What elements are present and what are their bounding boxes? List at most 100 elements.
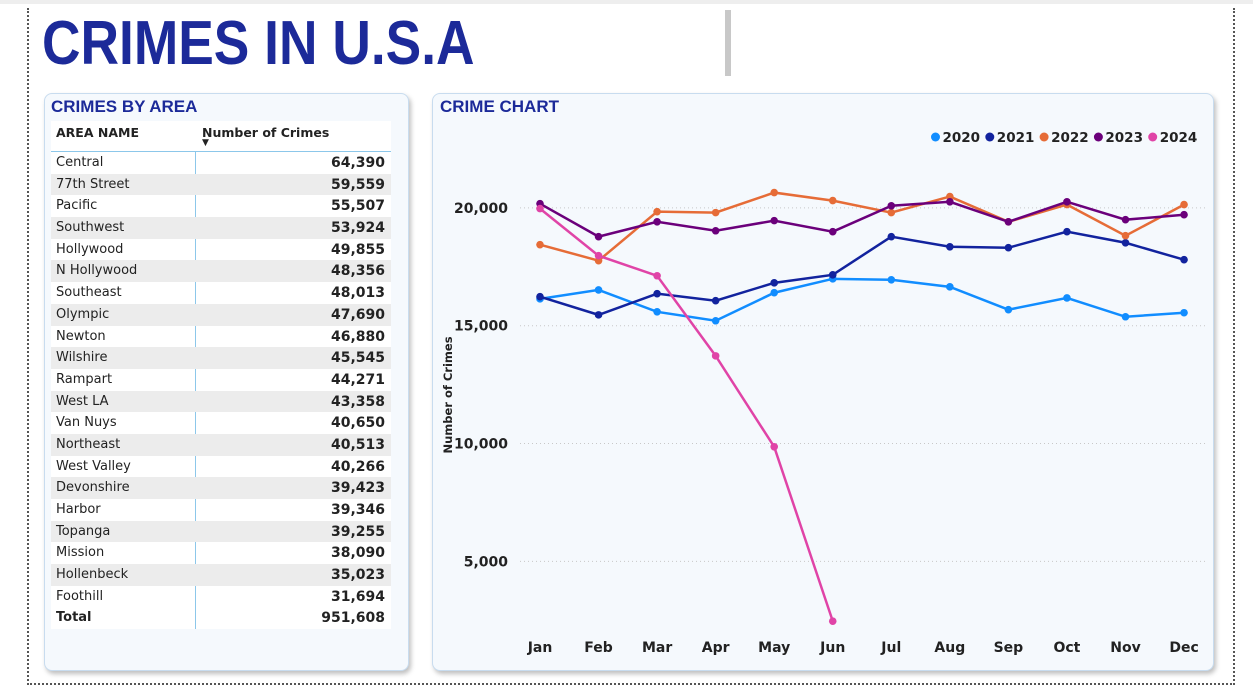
data-point	[1180, 210, 1188, 219]
data-point	[770, 443, 778, 451]
data-point	[1180, 308, 1188, 317]
chart-title: CRIME CHART	[440, 97, 559, 116]
crime-count: 45,545	[330, 350, 385, 367]
x-tick-label: Jul	[880, 640, 901, 656]
column-divider	[195, 151, 196, 629]
x-tick-label: Jan	[527, 640, 553, 656]
data-point	[711, 316, 720, 325]
data-point	[536, 240, 544, 249]
data-point	[828, 271, 837, 279]
table-row: Pacific 55,507	[51, 195, 391, 217]
data-point	[594, 286, 603, 294]
table-row: Southeast 48,013	[51, 282, 391, 304]
crime-count: 44,271	[330, 371, 385, 388]
data-point	[711, 208, 720, 217]
area-name: Olympic	[56, 306, 110, 322]
data-point	[828, 227, 837, 236]
data-point	[594, 311, 603, 319]
table-row: Hollenbeck 35,023	[51, 564, 391, 586]
data-point	[536, 292, 544, 301]
total-row: Total 951,608	[51, 607, 391, 629]
crime-count: 48,013	[330, 285, 385, 302]
data-point	[1004, 305, 1013, 314]
frame	[27, 8, 1235, 685]
data-point	[946, 242, 954, 251]
table-row: Southwest 53,924	[51, 217, 391, 239]
data-point	[594, 251, 603, 260]
data-point	[1063, 227, 1071, 236]
table-row: Wilshire 45,545	[51, 347, 391, 369]
crime-count: 43,358	[330, 393, 385, 410]
data-point	[1121, 312, 1130, 321]
table-row: West LA 43,358	[51, 390, 391, 413]
data-point	[653, 271, 661, 280]
chart-card	[432, 93, 1214, 671]
area-name: N Hollywood	[56, 263, 138, 279]
x-tick-label: Aug	[934, 640, 965, 656]
column-header: AREA NAME	[56, 125, 139, 140]
table-row: Harbor 39,346	[51, 499, 391, 521]
crime-count: 47,690	[330, 306, 385, 323]
x-tick-label: Feb	[584, 640, 613, 656]
area-name: Northeast	[56, 436, 121, 452]
column-header[interactable]: Number of Crimes	[202, 125, 330, 140]
area-name: Hollenbeck	[56, 567, 129, 583]
data-point	[1121, 231, 1130, 240]
data-point	[887, 275, 896, 284]
legend-label: 2023	[1105, 130, 1143, 146]
series-line	[539, 277, 1185, 323]
data-point	[653, 308, 661, 316]
total-label: Total	[56, 610, 92, 626]
table-row: Rampart 44,271	[51, 369, 391, 391]
y-tick-label: 10,000	[454, 437, 508, 453]
legend-label: 2024	[1160, 130, 1198, 146]
legend-label: 2021	[997, 130, 1035, 146]
area-name: Foothill	[56, 588, 104, 604]
series-line	[539, 207, 834, 622]
data-point	[594, 232, 603, 241]
data-point	[1180, 255, 1188, 264]
table-row: Topanga 39,255	[51, 520, 391, 543]
data-point	[770, 188, 778, 197]
data-point	[770, 288, 778, 297]
x-tick-label: Sep	[994, 640, 1024, 656]
y-tick-label: 20,000	[454, 201, 508, 217]
legend-marker	[931, 132, 940, 142]
area-name: West LA	[56, 393, 109, 409]
y-tick-label: 15,000	[454, 319, 508, 335]
data-point	[828, 617, 837, 625]
area-name: Wilshire	[56, 350, 108, 366]
page-title: CRIMES IN U.S.A	[42, 9, 475, 78]
crime-count: 49,855	[330, 241, 385, 258]
area-name: Newton	[56, 328, 106, 344]
legend-marker	[1039, 132, 1049, 142]
crime-count: 64,390	[330, 155, 385, 171]
data-point	[653, 289, 661, 298]
x-tick-label: May	[758, 640, 790, 656]
data-point	[1121, 215, 1130, 224]
data-point	[1063, 197, 1071, 206]
table-row: Northeast 40,513	[51, 433, 391, 456]
total-value: 951,608	[321, 610, 385, 627]
table-row: Devonshire 39,423	[51, 477, 391, 499]
table-row: N Hollywood 48,356	[51, 260, 391, 283]
series-line	[539, 230, 1185, 317]
table-title: CRIMES BY AREA	[51, 97, 198, 116]
data-point	[653, 218, 661, 226]
x-tick-label: Dec	[1169, 640, 1198, 656]
area-name: Van Nuys	[56, 415, 117, 431]
data-point	[1004, 218, 1013, 226]
area-name: Central	[56, 155, 104, 170]
crime-count: 40,266	[330, 458, 385, 475]
y-tick-label: 5,000	[464, 554, 509, 570]
x-tick-label: Jun	[819, 640, 845, 656]
area-name: 77th Street	[56, 176, 130, 192]
legend-marker	[1093, 132, 1103, 142]
table-row: Central 64,390	[51, 152, 391, 174]
legend-label: 2022	[1051, 130, 1089, 146]
data-point	[887, 208, 896, 217]
x-tick-label: Nov	[1110, 640, 1140, 656]
data-point	[828, 196, 837, 205]
data-point	[946, 283, 954, 291]
